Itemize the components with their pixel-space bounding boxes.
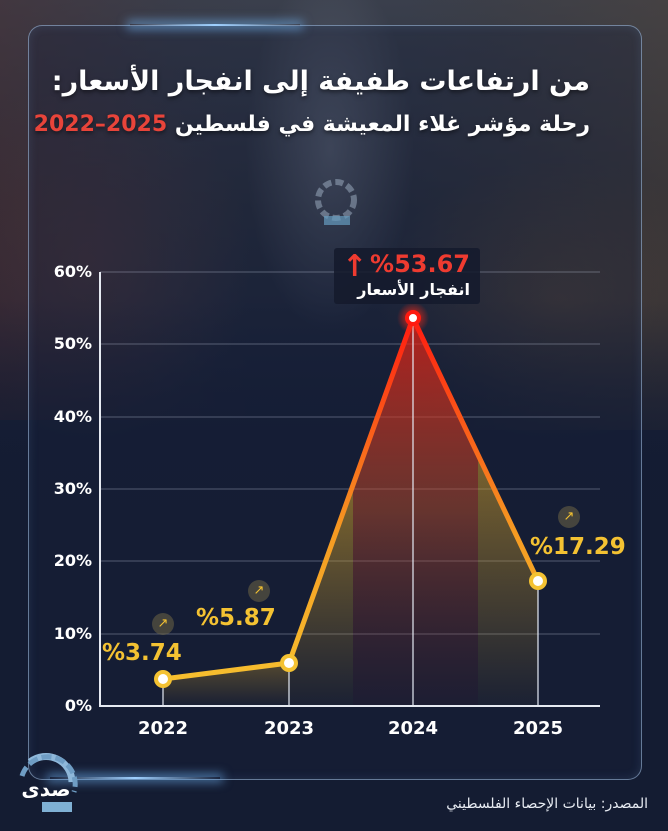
peak-label: انفجار الأسعار: [357, 280, 470, 299]
x-tick-2024: 2024: [387, 718, 439, 739]
page-title: من ارتفاعات طفيفة إلى انفجار الأسعار:: [51, 66, 590, 97]
y-tick-10: 10%: [53, 624, 92, 643]
point-2024: [405, 310, 421, 326]
up-arrow-icon: ↑: [342, 249, 368, 284]
sada-news-logo: صدى: [19, 753, 78, 812]
point-2025: [529, 572, 547, 590]
up-right-arrow-icon: ↗: [558, 506, 580, 528]
x-tick-2025: 2025: [512, 718, 564, 739]
x-tick-2023: 2023: [263, 718, 315, 739]
y-tick-0: 0%: [64, 696, 92, 715]
point-2022: [154, 670, 172, 688]
y-tick-30: 30%: [53, 479, 92, 498]
up-right-arrow-icon: ↗: [152, 613, 174, 635]
source-note: المصدر: بيانات الإحصاء الفلسطيني: [446, 796, 648, 812]
y-tick-50: 50%: [53, 334, 92, 353]
page-subtitle: رحلة مؤشر غلاء المعيشة في فلسطين 2025–20…: [34, 112, 590, 137]
value-label-2025: %17.29: [530, 534, 626, 560]
peak-value: %53.67: [370, 250, 470, 278]
watermark-logo: [315, 179, 357, 225]
subtitle-text: رحلة مؤشر غلاء المعيشة في فلسطين: [174, 112, 590, 137]
subtitle-years: 2025–2022: [33, 112, 168, 137]
value-label-2023: %5.87: [196, 605, 276, 631]
peak-callout: ↑ %53.67 انفجار الأسعار: [334, 248, 480, 304]
y-tick-40: 40%: [53, 407, 92, 426]
logo-text: صدى: [21, 777, 70, 801]
panel-glow-top: [130, 24, 300, 26]
value-label-2022: %3.74: [102, 640, 182, 666]
series-line: [162, 315, 541, 682]
up-right-arrow-icon: ↗: [248, 580, 270, 602]
y-tick-60: 60%: [53, 262, 92, 281]
point-2023: [280, 654, 298, 672]
panel-glow-bottom: [50, 777, 220, 779]
x-tick-2022: 2022: [137, 718, 189, 739]
y-tick-20: 20%: [53, 551, 92, 570]
